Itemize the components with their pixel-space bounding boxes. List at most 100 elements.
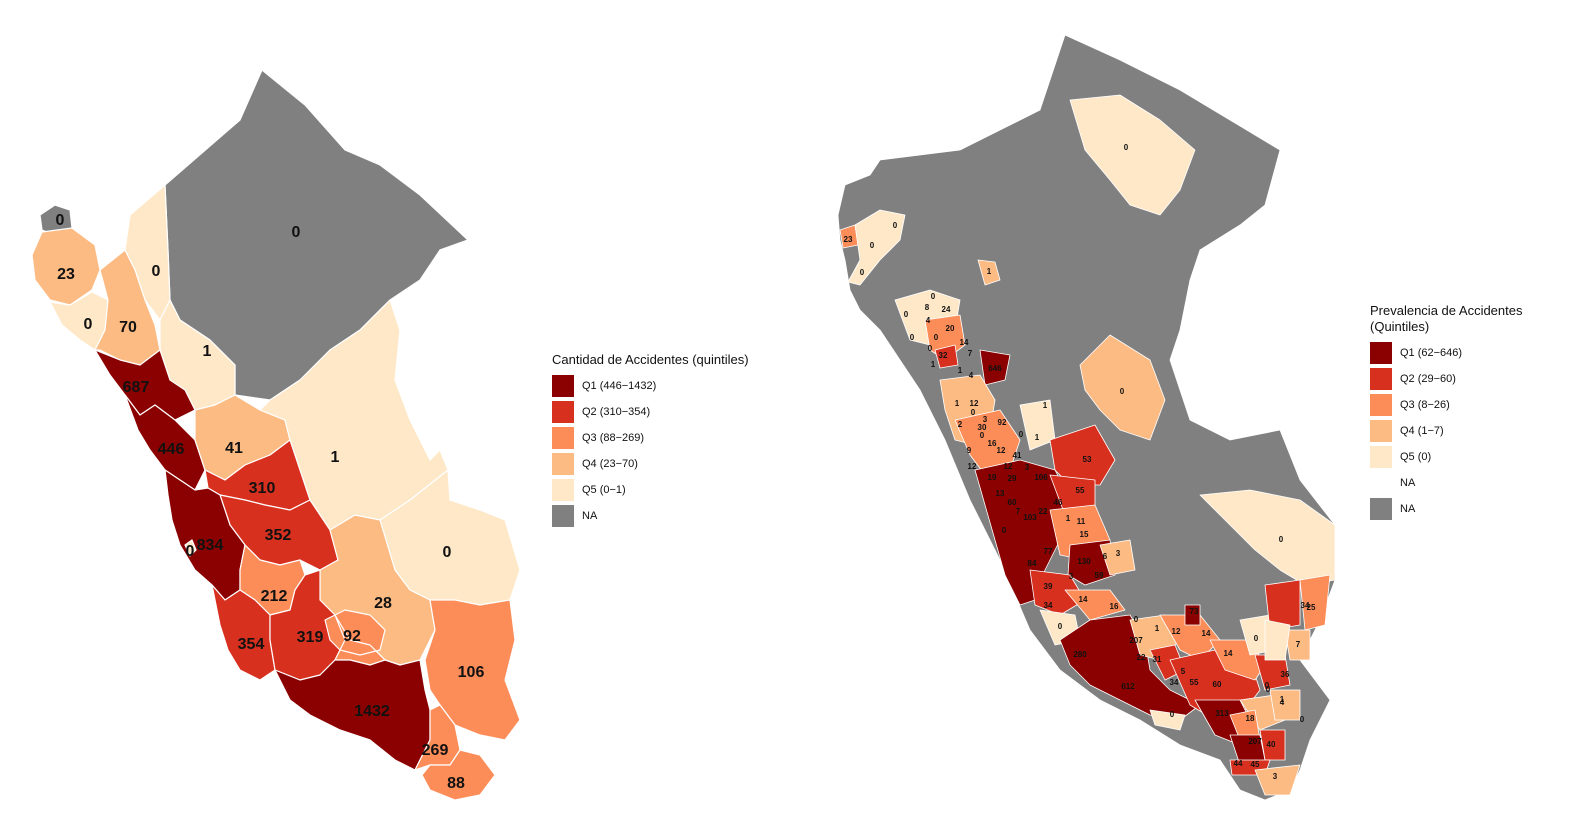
right-region-label: 7 <box>1296 640 1301 649</box>
right-region-label: 0 <box>931 292 936 301</box>
right-region-label: 8 <box>925 303 930 312</box>
right-region-label: 29 <box>1008 474 1017 483</box>
right-region-label: 3 <box>983 415 988 424</box>
legend-item: Q3 (8−26) <box>1370 393 1522 417</box>
right-region-label: 3 <box>1116 549 1121 558</box>
right-region-label: 1 <box>958 366 963 375</box>
right-region-label: 92 <box>998 418 1007 427</box>
right-region-label: 0 <box>1134 615 1139 624</box>
left-region-label: 23 <box>57 266 75 283</box>
right-region-label: 207 <box>1129 636 1143 645</box>
left-region-label: 319 <box>297 629 324 646</box>
right-region-label: 11 <box>1077 517 1086 526</box>
legend-swatch <box>552 505 574 527</box>
legend-swatch <box>1370 420 1392 442</box>
right-region-label: 0 <box>1058 622 1063 631</box>
legend-item: Q2 (29−60) <box>1370 367 1522 391</box>
right-region-label: 14 <box>1079 595 1088 604</box>
right-region-q5-north <box>1069 94 1196 216</box>
right-region-label: 7 <box>968 349 973 358</box>
left-region-label: 1432 <box>354 703 390 720</box>
right-region-label: 103 <box>1023 513 1037 522</box>
right-region-label: 280 <box>1073 650 1087 659</box>
legend-label: Q2 (29−60) <box>1400 373 1456 385</box>
right-region-label: 34 <box>1301 601 1310 610</box>
right-region-label: 646 <box>988 364 1002 373</box>
right-region-label: 12 <box>1172 627 1181 636</box>
legend-label: NA <box>1400 477 1416 489</box>
right-region-label: 1 <box>1066 514 1071 523</box>
legend-swatch <box>1370 394 1392 416</box>
right-region-label: 44 <box>1234 759 1243 768</box>
right-region-label: 41 <box>1013 451 1022 460</box>
right-region-label: 0 <box>1266 685 1271 694</box>
right-region-label: 0 <box>904 310 909 319</box>
right-region-label: 30 <box>978 423 987 432</box>
left-legend: Cantidad de Accidentes (quintiles) Q1 (4… <box>552 352 749 528</box>
legend-item: Q1 (62−646) <box>1370 341 1522 365</box>
left-region-label: 70 <box>119 319 137 336</box>
right-region-label: 60 <box>1008 498 1017 507</box>
right-region-label: 2 <box>958 420 963 429</box>
right-region-label: 59 <box>1095 571 1104 580</box>
right-region-label: 1 <box>1155 624 1160 633</box>
right-region-label: 14 <box>1202 629 1211 638</box>
right-region-label: 0 <box>870 241 875 250</box>
legend-swatch <box>1370 498 1392 520</box>
right-region-moq-q2 <box>1259 729 1286 761</box>
right-region-label: 0 <box>934 333 939 342</box>
right-legend-title: Prevalencia de Accidentes (Quintiles) <box>1370 303 1523 334</box>
legend-item: Q4 (1−7) <box>1370 419 1522 443</box>
legend-swatch <box>552 427 574 449</box>
right-region-label: 0 <box>860 268 865 277</box>
right-region-label: 130 <box>1077 557 1091 566</box>
right-region-label: 0 <box>928 344 933 353</box>
right-region-junin-q4 <box>1099 539 1136 576</box>
legend-swatch <box>1370 472 1392 494</box>
right-region-label: 7 <box>1016 507 1021 516</box>
right-region-label: 1 <box>987 267 992 276</box>
left-region-label: 1 <box>203 343 212 360</box>
legend-label: Q3 (88−269) <box>582 432 645 444</box>
right-region-puno-q5-low <box>1264 619 1291 661</box>
legend-swatch <box>1370 446 1392 468</box>
right-region-label: 0 <box>910 333 915 342</box>
legend-item: Q5 (0−1) <box>552 478 749 502</box>
right-region-label: 1 <box>955 399 960 408</box>
legend-swatch <box>1370 342 1392 364</box>
legend-item: NA <box>1370 497 1522 521</box>
right-region-label: 19 <box>988 473 997 482</box>
legend-label: Q5 (0−1) <box>582 484 626 496</box>
right-region-label: 313 <box>1215 709 1229 718</box>
left-region-label: 0 <box>292 224 301 241</box>
right-region-label: 1 <box>1280 695 1285 704</box>
right-region-label: 24 <box>942 305 951 314</box>
legend-label: Q4 (23−70) <box>582 458 638 470</box>
legend-label: Q5 (0) <box>1400 451 1432 463</box>
left-region-label: 446 <box>158 441 185 458</box>
legend-label: Q4 (1−7) <box>1400 425 1444 437</box>
left-region-label: 0 <box>443 544 452 561</box>
region-ancash <box>124 394 206 491</box>
right-region-nw-q2 <box>934 344 959 369</box>
right-region-label: 3 <box>1273 772 1278 781</box>
legend-item: Q3 (88−269) <box>552 426 749 450</box>
right-region-label: 16 <box>1110 602 1119 611</box>
right-region-label: 22 <box>1137 653 1146 662</box>
right-region-label: 12 <box>997 446 1006 455</box>
right-region-label: 0 <box>1170 710 1175 719</box>
right-region-puno-q3 <box>1299 574 1331 631</box>
left-region-label: 106 <box>458 664 485 681</box>
right-legend: Prevalencia de Accidentes (Quintiles) Q1… <box>1370 303 1522 521</box>
right-region-label: 60 <box>1213 680 1222 689</box>
right-region-q5-coast <box>1149 709 1186 731</box>
region-callao <box>184 539 197 557</box>
right-choropleth-map <box>837 34 1336 801</box>
left-region-label: 41 <box>225 440 243 457</box>
left-region-label: 310 <box>249 480 276 497</box>
right-region-label: 0 <box>893 221 898 230</box>
right-region-label: 77 <box>1044 547 1053 556</box>
right-region-label: 0 <box>1300 715 1305 724</box>
right-region-hvca-q2 <box>1029 569 1086 616</box>
legend-label: NA <box>582 510 598 522</box>
